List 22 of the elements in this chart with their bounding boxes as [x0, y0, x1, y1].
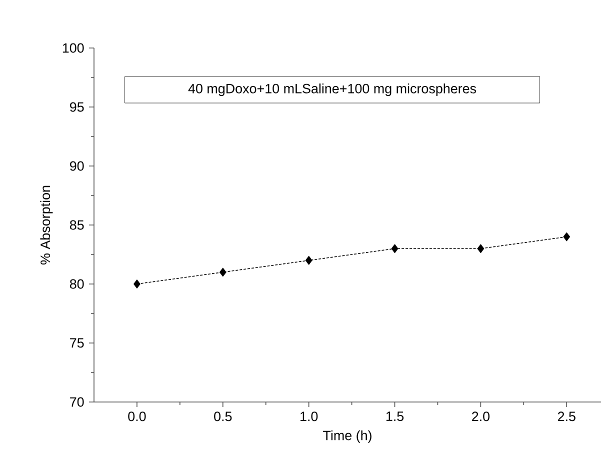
y-axis-title: % Absorption: [40, 186, 53, 265]
y-tick-label: 75: [70, 338, 84, 348]
y-tick-label: 70: [70, 397, 84, 407]
point: [477, 244, 484, 253]
x-tick-label: 1.5: [386, 412, 404, 422]
point: [220, 268, 226, 277]
x-tick-label: 0.5: [214, 412, 232, 422]
y-tick-label: 85: [70, 220, 84, 230]
y-tick-label: 100: [62, 43, 84, 53]
x-tick-label: 2.0: [472, 412, 490, 422]
point: [563, 232, 570, 242]
y-tick-label: 90: [70, 161, 84, 171]
point: [305, 256, 312, 265]
x-tick-label: 2.5: [558, 412, 576, 422]
x-tick-label: 0.0: [128, 412, 146, 422]
annotation: 40 mgDoxo+10 mLSaline+100 mg microspheres: [188, 83, 476, 96]
point: [391, 244, 398, 253]
x-tick-label: 1.0: [300, 412, 318, 422]
y-tick-label: 95: [70, 102, 84, 112]
x-axis-title: Time (h): [323, 430, 372, 443]
point: [134, 280, 140, 288]
y-tick-label: 80: [70, 279, 84, 289]
